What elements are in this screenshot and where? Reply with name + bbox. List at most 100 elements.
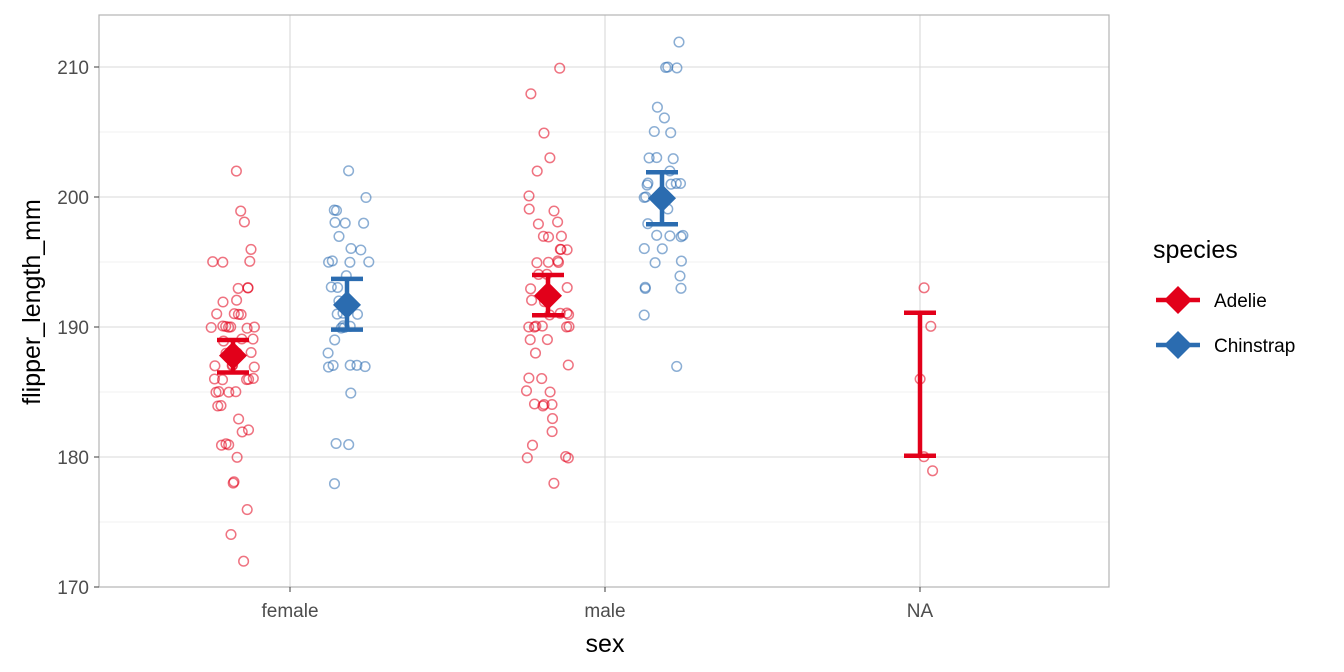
point-chinstrap xyxy=(343,439,355,451)
point-adelie xyxy=(526,439,539,451)
point-chinstrap xyxy=(351,359,363,371)
axis-layer: 170 180 190 200 210 female male NA xyxy=(57,58,933,622)
point-chinstrap xyxy=(642,177,654,189)
point-adelie xyxy=(245,346,257,359)
point-chinstrap xyxy=(329,334,341,346)
point-adelie xyxy=(544,386,556,398)
point-adelie xyxy=(548,205,560,217)
point-chinstrap xyxy=(670,177,682,190)
point-adelie xyxy=(538,127,550,139)
mean-marker-chinstrap xyxy=(333,290,361,319)
point-adelie xyxy=(220,438,232,450)
point-adelie xyxy=(554,62,566,74)
point-adelie xyxy=(546,426,558,438)
legend-title: species xyxy=(1153,236,1238,264)
point-adelie xyxy=(230,165,242,177)
point-adelie xyxy=(523,321,535,333)
point-chinstrap xyxy=(638,309,650,321)
point-chinstrap xyxy=(665,127,677,139)
point-adelie xyxy=(241,322,253,334)
point-adelie xyxy=(230,386,242,398)
point-adelie xyxy=(205,321,217,334)
grid-layer xyxy=(99,15,1109,588)
point-chinstrap xyxy=(328,204,340,216)
point-chinstrap xyxy=(665,178,677,190)
x-tick-label: female xyxy=(261,601,318,622)
point-adelie xyxy=(537,400,549,412)
point-chinstrap xyxy=(648,125,660,138)
point-adelie xyxy=(215,439,228,451)
point-chinstrap xyxy=(675,255,687,267)
point-adelie xyxy=(927,465,939,477)
point-adelie xyxy=(524,334,536,346)
point-adelie xyxy=(209,360,221,372)
point-adelie xyxy=(531,257,543,269)
point-chinstrap xyxy=(344,256,356,268)
point-adelie xyxy=(208,373,221,385)
x-tick-label: NA xyxy=(907,601,934,622)
point-adelie xyxy=(238,555,250,567)
point-chinstrap xyxy=(332,281,344,294)
point-adelie xyxy=(216,374,229,386)
point-chinstrap xyxy=(673,36,685,48)
y-tick-label: 190 xyxy=(57,318,89,339)
point-chinstrap xyxy=(643,152,655,164)
point-adelie xyxy=(231,294,243,306)
point-adelie xyxy=(242,282,254,294)
point-adelie xyxy=(244,255,256,267)
point-adelie xyxy=(536,373,548,385)
point-adelie xyxy=(211,308,223,320)
point-chinstrap xyxy=(639,282,651,295)
point-chinstrap xyxy=(351,308,364,320)
point-chinstrap xyxy=(658,112,670,124)
point-adelie xyxy=(560,451,572,463)
legend-label-adelie: Adelie xyxy=(1214,291,1267,312)
point-adelie xyxy=(521,452,533,464)
point-adelie xyxy=(548,477,560,489)
point-adelie xyxy=(242,424,255,436)
y-tick-label: 180 xyxy=(57,448,89,469)
y-tick-label: 200 xyxy=(57,188,89,209)
point-adelie xyxy=(520,385,533,397)
legend-key-marker-chinstrap xyxy=(1164,331,1192,359)
point-chinstrap xyxy=(671,360,683,372)
point-adelie xyxy=(525,283,537,295)
point-adelie xyxy=(248,361,260,373)
point-adelie xyxy=(217,320,229,332)
y-axis-title: flipper_length_mm xyxy=(18,199,46,405)
point-adelie xyxy=(238,216,250,228)
point-chinstrap xyxy=(330,437,342,450)
point-chinstrap xyxy=(358,217,370,229)
point-chinstrap xyxy=(339,217,351,229)
point-adelie xyxy=(544,152,556,164)
point-chinstrap xyxy=(649,257,661,269)
point-adelie xyxy=(542,231,555,243)
point-adelie xyxy=(223,386,235,398)
point-chinstrap xyxy=(674,270,686,282)
point-adelie xyxy=(563,321,575,333)
point-adelie xyxy=(555,243,567,256)
point-adelie xyxy=(231,451,243,463)
point-chinstrap xyxy=(325,281,337,293)
point-adelie xyxy=(537,230,549,242)
point-chinstrap xyxy=(662,61,674,73)
point-adelie xyxy=(217,296,229,308)
point-adelie xyxy=(236,426,248,438)
point-chinstrap xyxy=(656,243,668,255)
mean-marker-adelie xyxy=(219,341,247,370)
point-adelie xyxy=(245,243,257,255)
point-adelie xyxy=(228,476,240,488)
point-chinstrap xyxy=(331,308,343,320)
point-chinstrap xyxy=(345,242,357,255)
point-chinstrap xyxy=(327,359,339,371)
point-chinstrap xyxy=(359,361,371,373)
point-adelie xyxy=(538,398,550,411)
point-adelie xyxy=(207,256,219,268)
point-adelie xyxy=(247,372,259,384)
legend-keys xyxy=(1156,286,1200,359)
point-adelie xyxy=(532,218,544,230)
point-chinstrap xyxy=(333,230,345,242)
x-tick-label: male xyxy=(584,601,625,622)
point-adelie xyxy=(918,282,930,294)
point-adelie xyxy=(525,88,537,100)
